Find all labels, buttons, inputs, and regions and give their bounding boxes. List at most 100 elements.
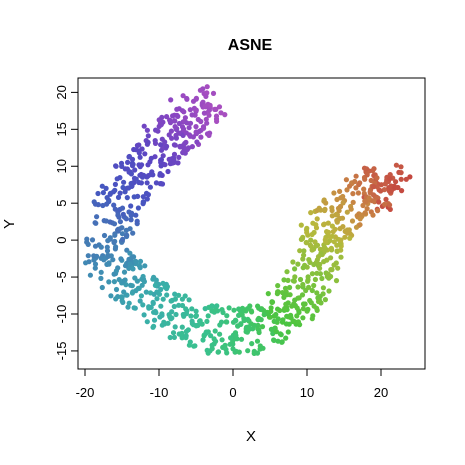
scatter-point: [101, 218, 107, 224]
scatter-point: [228, 335, 234, 341]
scatter-point: [131, 146, 137, 153]
scatter-point: [311, 261, 317, 268]
scatter-point: [212, 328, 218, 334]
scatter-point: [301, 248, 307, 254]
scatter-point: [135, 205, 141, 211]
scatter-point: [188, 313, 194, 319]
scatter-point: [112, 232, 118, 238]
scatter-point: [130, 230, 136, 236]
x-axis-label: X: [246, 428, 256, 445]
scatter-point: [152, 138, 158, 144]
scatter-point: [361, 186, 367, 192]
scatter-point: [104, 195, 110, 201]
scatter-point: [145, 133, 151, 139]
scatter-point: [164, 143, 170, 149]
scatter-point: [306, 284, 312, 290]
scatter-point: [106, 261, 112, 267]
scatter-point: [321, 259, 327, 265]
scatter-point: [198, 134, 204, 140]
scatter-point: [378, 188, 384, 194]
scatter-point: [347, 235, 353, 241]
scatter-point: [193, 313, 199, 319]
scatter-point: [218, 110, 224, 116]
scatter-point: [206, 132, 212, 138]
scatter-point: [111, 279, 117, 285]
scatter-point: [111, 221, 118, 227]
scatter-point: [275, 316, 281, 322]
scatter-point: [186, 297, 192, 303]
scatter-point: [115, 265, 121, 271]
scatter-point: [143, 289, 149, 295]
scatter-point: [171, 303, 177, 310]
scatter-point: [115, 212, 121, 218]
scatter-point: [320, 285, 326, 291]
scatter-point: [323, 239, 329, 245]
scatter-point: [119, 295, 125, 301]
scatter-point: [203, 93, 209, 99]
scatter-point: [335, 265, 341, 271]
scatter-point: [111, 239, 117, 246]
scatter-point: [244, 306, 250, 312]
scatter-point: [297, 248, 303, 254]
scatter-point: [337, 188, 343, 194]
scatter-point: [130, 266, 136, 272]
scatter-point: [173, 311, 179, 318]
scatter-point: [337, 204, 344, 210]
scatter-point: [184, 120, 190, 126]
scatter-point: [213, 106, 219, 112]
scatter-point: [317, 246, 323, 252]
scatter-point: [98, 244, 104, 250]
scatter-point: [398, 170, 404, 176]
scatter-point: [288, 312, 294, 318]
scatter-point: [157, 171, 163, 177]
scatter-point: [144, 180, 150, 186]
scatter-point: [110, 189, 117, 195]
scatter-point: [286, 321, 292, 327]
scatter-point: [175, 113, 181, 119]
scatter-point: [170, 330, 177, 336]
scatter-point: [331, 190, 337, 196]
scatter-point: [333, 278, 340, 284]
scatter-point: [258, 306, 264, 312]
scatter-point: [205, 313, 211, 319]
scatter-point: [120, 184, 126, 191]
y-tick-label: 20: [54, 85, 69, 99]
scatter-point: [362, 176, 368, 182]
scatter-point: [255, 316, 262, 323]
scatter-point: [193, 107, 199, 113]
scatter-point: [245, 348, 251, 354]
scatter-point: [104, 244, 110, 250]
scatter-point: [155, 128, 161, 134]
scatter-point: [224, 313, 230, 319]
y-tick-label: 5: [54, 200, 69, 207]
scatter-point: [133, 176, 139, 182]
scatter-point: [294, 313, 300, 319]
scatter-point: [129, 283, 135, 289]
scatter-point: [140, 194, 146, 200]
scatter-point: [371, 184, 377, 190]
scatter-point: [317, 265, 323, 271]
scatter-point: [315, 254, 322, 260]
scatter-point: [101, 257, 107, 263]
scatter-point: [186, 342, 192, 348]
scatter-point: [337, 241, 343, 247]
scatter-point: [326, 288, 332, 294]
scatter-point: [231, 307, 237, 313]
scatter-point: [162, 162, 168, 168]
scatter-point: [113, 286, 120, 293]
scatter-point: [175, 160, 181, 166]
scatter-point: [204, 318, 210, 324]
scatter-point: [325, 229, 332, 235]
scatter-point: [119, 205, 126, 211]
data-points: [83, 84, 413, 356]
scatter-point: [343, 177, 349, 183]
scatter-point: [348, 206, 354, 212]
scatter-point: [246, 326, 252, 332]
scatter-point: [333, 260, 339, 266]
scatter-point: [254, 338, 261, 344]
scatter-point: [197, 87, 203, 93]
scatter-point: [297, 276, 304, 283]
scatter-point: [189, 112, 195, 118]
scatter-point: [171, 118, 177, 124]
scatter-point: [287, 292, 293, 298]
